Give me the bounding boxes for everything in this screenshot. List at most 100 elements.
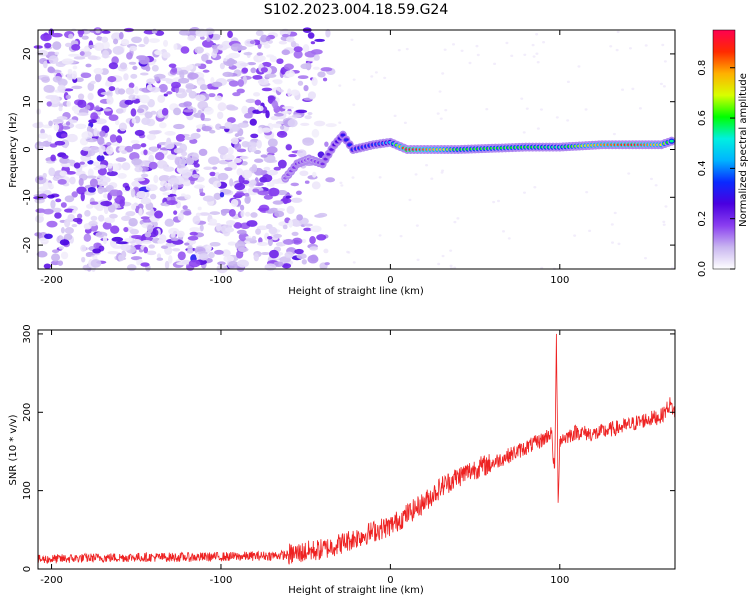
noise-blob [168, 227, 180, 235]
noise-blob [211, 44, 219, 49]
noise-blob [241, 140, 250, 148]
noise-blob [110, 225, 120, 234]
noise-blob [555, 116, 559, 119]
noise-blob [96, 35, 101, 41]
noise-blob [274, 210, 285, 218]
noise-blob [263, 43, 271, 49]
noise-blob [86, 203, 94, 209]
noise-blob [189, 231, 198, 236]
noise-blob [266, 146, 278, 154]
noise-blob [209, 218, 218, 225]
noise-blob [287, 119, 298, 128]
noise-blob [88, 220, 98, 227]
noise-blob [123, 226, 129, 233]
noise-blob [290, 89, 300, 96]
noise-blob [295, 190, 302, 195]
noise-blob [136, 259, 141, 266]
noise-blob [131, 158, 143, 166]
noise-blob [140, 262, 150, 267]
noise-blob [313, 120, 326, 127]
noise-blob [85, 63, 92, 68]
noise-blob [38, 132, 49, 139]
noise-blob [209, 171, 216, 177]
noise-blob [124, 185, 131, 191]
noise-blob [188, 259, 201, 268]
noise-blob [130, 108, 137, 117]
noise-blob [97, 185, 104, 195]
noise-blob [249, 179, 257, 186]
noise-blob [297, 75, 309, 80]
noise-blob [230, 43, 243, 52]
noise-blob [242, 180, 250, 185]
noise-blob [644, 44, 648, 47]
noise-blob [121, 150, 128, 155]
noise-blob [226, 105, 239, 111]
noise-blob [57, 179, 67, 185]
noise-blob [107, 250, 119, 255]
noise-blob [208, 251, 215, 259]
noise-blob [189, 227, 201, 232]
noise-blob [44, 42, 52, 49]
noise-blob [181, 151, 188, 157]
noise-blob [166, 154, 178, 160]
noise-blob [192, 215, 201, 225]
noise-blob [272, 100, 278, 109]
noise-blob [131, 118, 137, 124]
noise-blob [156, 253, 162, 259]
snr-x-axis-label: Height of straight line (km) [288, 585, 424, 596]
noise-blob [42, 208, 54, 215]
noise-blob [158, 83, 168, 93]
noise-blob [241, 67, 249, 74]
noise-blob [163, 166, 175, 172]
noise-blob [128, 61, 137, 65]
noise-blob [441, 169, 445, 172]
noise-blob [609, 45, 613, 48]
noise-blob [346, 250, 350, 254]
noise-blob [119, 199, 125, 208]
noise-blob [92, 106, 101, 111]
noise-blob [276, 130, 288, 138]
noise-blob [310, 225, 322, 233]
noise-blob [65, 170, 77, 175]
noise-blob [87, 168, 94, 178]
noise-blob [628, 47, 632, 50]
noise-blob [183, 101, 192, 107]
noise-blob [108, 86, 116, 92]
noise-blob [71, 191, 78, 198]
noise-blob [295, 109, 308, 114]
noise-blob [107, 203, 116, 213]
colorbar-tick-label: 0.4 [697, 160, 708, 176]
noise-blob [150, 146, 158, 153]
noise-blob [173, 107, 182, 116]
noise-blob [136, 108, 145, 114]
noise-blob [134, 129, 145, 136]
noise-blob [661, 43, 665, 47]
noise-blob [87, 186, 96, 193]
noise-blob [84, 228, 92, 234]
noise-blob [638, 107, 642, 110]
noise-blob [185, 83, 195, 90]
noise-blob [301, 259, 307, 265]
noise-blob [76, 186, 87, 195]
noise-blob [118, 122, 128, 132]
noise-blob [251, 164, 258, 173]
noise-blob [227, 241, 237, 246]
noise-blob [444, 108, 448, 112]
noise-blob [374, 71, 378, 74]
noise-blob [664, 205, 668, 208]
noise-blob [65, 94, 72, 100]
y-tick-label: 0 [22, 146, 33, 152]
noise-blob [51, 32, 63, 38]
noise-blob [220, 209, 227, 216]
noise-blob [263, 194, 273, 200]
noise-blob [172, 248, 181, 252]
noise-blob [303, 84, 309, 92]
noise-blob [187, 72, 199, 80]
noise-blob [520, 97, 524, 100]
noise-blob [475, 44, 479, 48]
noise-blob [175, 133, 186, 142]
noise-blob [281, 110, 293, 114]
noise-blob [415, 224, 419, 227]
noise-blob [273, 261, 284, 267]
noise-blob [73, 162, 81, 169]
